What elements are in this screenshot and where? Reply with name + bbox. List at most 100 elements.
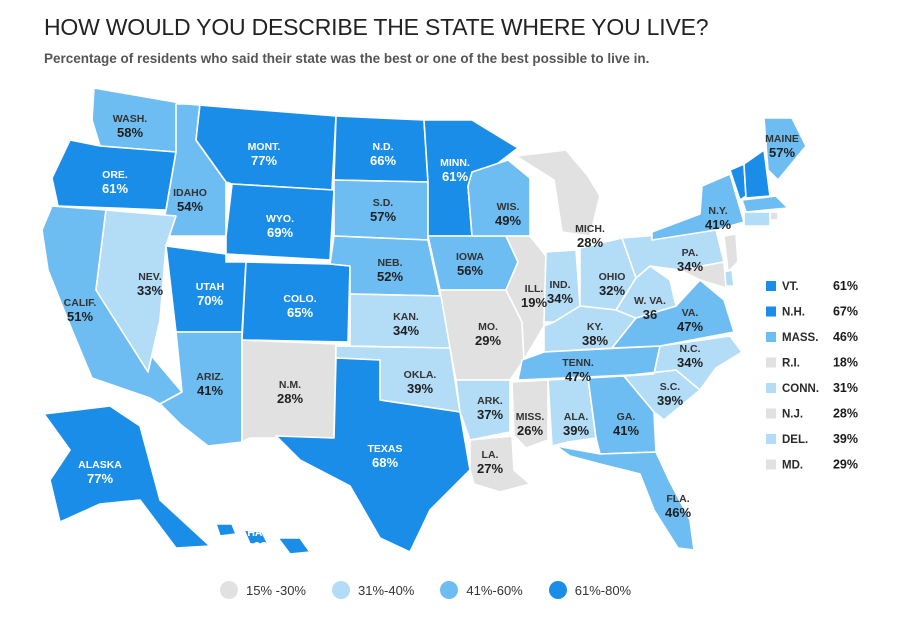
state-label-ariz: ARIZ. <box>196 371 223 383</box>
side-value-n-h: 67% <box>833 305 858 319</box>
state-value-tenn: 47% <box>565 369 591 384</box>
side-swatch-mass <box>766 332 776 342</box>
side-value-r-i: 18% <box>833 356 858 370</box>
state-label-hawaii: HAWAII <box>247 527 284 539</box>
state-label-va: VA. <box>682 307 699 319</box>
state-label-ill: ILL. <box>525 283 544 295</box>
side-label-mass: MASS. <box>782 332 818 344</box>
state-value-minn: 61% <box>442 169 468 184</box>
state-value-iowa: 56% <box>457 263 483 278</box>
state-value-fla: 46% <box>665 505 691 520</box>
legend: 15% -30% 31%-40% 41%-60% 61%-80% <box>220 581 631 599</box>
state-label-idaho: IDAHO <box>173 187 207 199</box>
state-label-n-c: N.C. <box>680 343 701 355</box>
state-label-alaska: ALASKA <box>78 459 122 471</box>
state-value-n-y: 41% <box>705 217 731 232</box>
side-swatch-conn <box>766 383 776 393</box>
state-shape-la <box>469 435 531 493</box>
state-shape-n-j <box>723 233 739 273</box>
legend-swatch <box>331 581 350 599</box>
legend-item: 41%-60% <box>440 581 523 599</box>
state-label-la: LA. <box>482 449 499 461</box>
legend-label: 41%-60% <box>466 582 523 598</box>
state-shape-n-h <box>743 149 771 199</box>
state-value-mont: 77% <box>251 153 277 168</box>
state-value-wash: 58% <box>117 125 143 140</box>
side-label-n-j: N.J. <box>782 409 803 421</box>
state-label-tenn: TENN. <box>562 357 594 369</box>
state-value-wyo: 69% <box>267 225 293 240</box>
state-value-calif: 51% <box>67 309 93 324</box>
map-title: HOW WOULD YOU DESCRIBE THE STATE WHERE Y… <box>44 14 709 40</box>
state-value-w-va: 36 <box>643 307 657 322</box>
state-label-mont: MONT. <box>248 141 281 153</box>
state-label-ind: IND. <box>550 279 571 291</box>
state-label-s-c: S.C. <box>660 381 681 393</box>
map-subtitle: Percentage of residents who said their s… <box>44 51 650 66</box>
state-value-pa: 34% <box>677 259 703 274</box>
state-value-n-c: 34% <box>677 355 703 370</box>
state-shape-texas <box>275 357 471 553</box>
state-shape-hawaii <box>215 523 311 555</box>
state-value-utah: 70% <box>197 293 223 308</box>
state-value-ill: 19% <box>521 295 547 310</box>
state-label-utah: UTAH <box>196 281 224 293</box>
state-value-n-m: 28% <box>277 391 303 406</box>
side-swatch-del <box>766 434 776 444</box>
legend-swatch <box>220 581 238 599</box>
state-value-ohio: 32% <box>599 283 625 298</box>
state-label-kan: KAN. <box>393 311 419 323</box>
state-label-ore: ORE. <box>102 169 128 181</box>
state-label-ohio: OHIO <box>599 271 626 283</box>
state-shapes <box>41 87 807 555</box>
state-label-ala: ALA. <box>564 411 589 423</box>
legend-item: 15% -30% <box>220 581 306 599</box>
state-label-ky: KY. <box>587 321 603 333</box>
state-shape-md <box>679 261 727 289</box>
state-label-texas: TEXAS <box>367 443 402 455</box>
state-label-mo: MO. <box>478 321 498 333</box>
legend-swatch <box>440 581 459 599</box>
state-shape-mich <box>515 149 601 237</box>
state-shape-r-i <box>769 211 779 221</box>
state-value-neb: 52% <box>377 269 403 284</box>
state-label-wash: WASH. <box>113 113 148 125</box>
state-value-ky: 38% <box>582 333 608 348</box>
side-label-r-i: R.I. <box>782 358 800 370</box>
state-label-s-d: S.D. <box>373 197 394 209</box>
state-label-colo: COLO. <box>283 293 316 305</box>
state-shape-nev <box>95 209 177 373</box>
state-label-wis: WIS. <box>497 201 520 213</box>
side-swatch-n-h <box>766 306 776 317</box>
legend-item: 31%-40% <box>331 581 414 599</box>
state-value-kan: 34% <box>393 323 419 338</box>
state-shape-ark <box>455 379 511 441</box>
state-shape-wyo <box>225 183 335 261</box>
state-value-s-c: 39% <box>657 393 683 408</box>
state-value-mo: 29% <box>475 333 501 348</box>
legend-label: 61%-80% <box>574 582 632 598</box>
state-value-n-d: 66% <box>370 153 396 168</box>
legend-label: 15% -30% <box>246 582 306 598</box>
side-swatch-r-i <box>766 357 776 368</box>
state-label-okla: OKLA. <box>404 369 437 381</box>
state-value-ariz: 41% <box>197 383 223 398</box>
state-label-n-d: N.D. <box>373 141 394 153</box>
state-value-alaska: 77% <box>87 471 113 486</box>
state-label-ga: GA. <box>617 411 636 423</box>
state-value-ind: 34% <box>547 291 573 306</box>
side-value-vt: 61% <box>833 279 858 293</box>
state-labels: WASH.58%ORE.61%CALIF.51%IDAHO54%NEV.33%M… <box>64 113 799 554</box>
state-label-w-va: W. VA. <box>634 295 666 307</box>
side-value-del: 39% <box>833 432 858 446</box>
state-label-n-y: N.Y. <box>708 205 727 217</box>
state-label-neb: NEB. <box>377 257 402 269</box>
state-value-maine: 57% <box>769 145 795 160</box>
state-label-ark: ARK. <box>477 395 503 407</box>
state-shape-mass <box>741 195 789 213</box>
legend-swatch <box>548 581 567 599</box>
state-shape-conn <box>743 211 771 227</box>
side-label-md: MD. <box>782 460 803 472</box>
side-label-vt: VT. <box>782 281 799 293</box>
state-shape-maine <box>763 117 807 181</box>
